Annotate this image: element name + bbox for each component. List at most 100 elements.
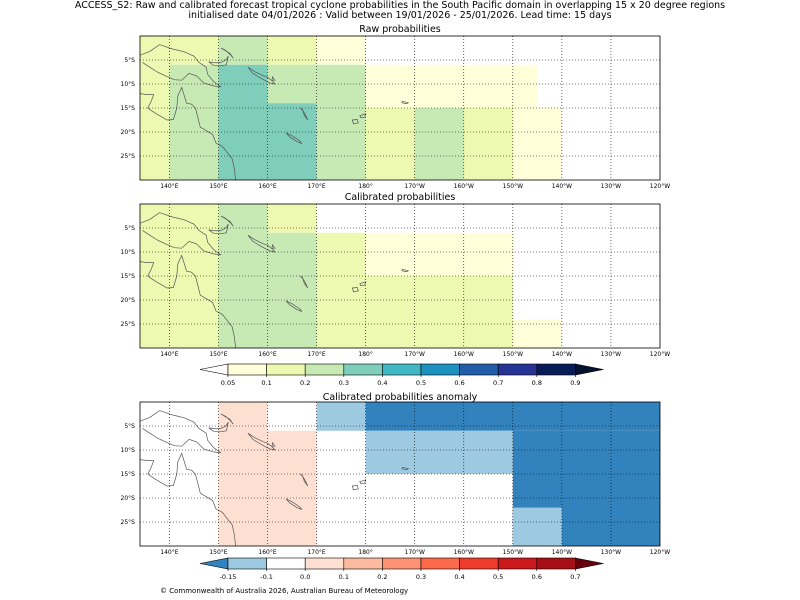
colorbar-tick-label: 0.0 (300, 573, 310, 581)
heatmap-cell (365, 276, 513, 348)
latitude-tick-label: 20°S (121, 297, 136, 304)
coast-fiji (351, 287, 359, 293)
longitude-tick-label: 150°E (209, 549, 227, 556)
longitude-tick-label: 140°W (552, 549, 572, 556)
colorbar-tick-label: -0.1 (260, 573, 273, 581)
heatmap-cell (316, 402, 366, 431)
colorbar-tick-label: 0.1 (261, 379, 271, 387)
colorbar-segment (266, 557, 306, 570)
coast-fiji-2 (359, 479, 367, 484)
longitude-tick-label: 170°W (405, 549, 425, 556)
heatmap-cell (365, 108, 415, 180)
longitude-tick-label: 180° (358, 351, 372, 358)
map-frame (139, 401, 661, 547)
coast-solomon-islands (247, 432, 276, 451)
longitude-tick-label: 140°E (160, 549, 178, 556)
colorbar-segment (382, 557, 422, 570)
latitude-tick-label: 10°S (121, 81, 136, 88)
heatmap-cell (267, 103, 317, 180)
longitude-tick-label: 160°W (454, 549, 474, 556)
longitude-tick-label: 140°W (552, 351, 572, 358)
panel-content (140, 36, 660, 180)
heatmap-cell (218, 402, 268, 546)
panel-title-anomaly: Calibrated probabilities anomaly (322, 392, 478, 403)
longitude-tick-label: 170°E (307, 549, 325, 556)
colorbar-over-triangle (575, 363, 604, 376)
colorbar-tick-label: 0.9 (570, 379, 580, 387)
longitude-tick-label: 160°W (454, 351, 474, 358)
colorbar-segment (497, 557, 538, 570)
coast-new-ireland (220, 215, 234, 227)
longitude-tick-label: 170°E (307, 183, 325, 190)
heatmap-cell (512, 319, 562, 348)
coast-fiji (351, 119, 359, 125)
map-panel-1: 140°E 150°E 160°E 170°E 180° 170°W 160°W 150°W 1… (121, 203, 670, 358)
longitude-tick-label: 150°W (503, 351, 523, 358)
longitude-tick-label: 140°W (552, 183, 572, 190)
coast-new-guinea (140, 212, 222, 256)
coast-new-ireland (220, 47, 234, 59)
colorbar-segment (536, 363, 576, 376)
heatmap-cell (365, 430, 513, 474)
colorbar-segment (497, 363, 538, 376)
latitude-tick-label: 5°S (124, 57, 135, 64)
colorbar-segment (536, 557, 576, 570)
colorbar-tick-label: 0.2 (377, 573, 387, 581)
coast-new-guinea (140, 410, 222, 454)
longitude-tick-label: 160°E (258, 549, 276, 556)
colorbar-segment (266, 363, 306, 376)
heatmap-cell (267, 36, 317, 65)
colorbar-segment (459, 363, 499, 376)
longitude-tick-label: 170°E (307, 351, 325, 358)
longitude-tick-label: 160°E (258, 183, 276, 190)
coast-australia (140, 254, 237, 348)
longitude-tick-label: 180° (358, 183, 372, 190)
latitude-tick-label: 5°S (124, 225, 135, 232)
longitude-tick-label: 120°W (650, 183, 670, 190)
colorbar-over-triangle (575, 557, 604, 570)
coast-vanuatu (300, 107, 309, 121)
longitude-tick-label: 150°W (503, 549, 523, 556)
latitude-tick-label: 10°S (121, 249, 136, 256)
colorbar-tick-label: 0.4 (454, 573, 464, 581)
colorbar-tick-label: 0.05 (221, 379, 235, 387)
panel-content (140, 402, 660, 546)
coast-vanuatu (300, 275, 309, 289)
heatmap-cell (316, 36, 366, 65)
coast-solomon-islands-2 (271, 243, 276, 249)
coast-new-britain (208, 422, 229, 433)
heatmap-cell (140, 64, 170, 180)
colorbar-segment (304, 363, 345, 376)
longitude-tick-label: 180° (358, 549, 372, 556)
colorbar-probability: 0.05 0.1 0.2 0.3 0.4 0.5 0.6 0.7 0.8 0.9 (199, 363, 604, 387)
latitude-tick-label: 15°S (121, 105, 136, 112)
longitude-tick-label: 130°W (601, 183, 621, 190)
panel-title-raw: Raw probabilities (359, 24, 441, 35)
latitude-tick-label: 25°S (121, 321, 136, 328)
coast-samoa (401, 268, 410, 273)
longitude-tick-label: 140°E (160, 351, 178, 358)
latitude-tick-label: 25°S (121, 519, 136, 526)
latitude-tick-label: 5°S (124, 423, 135, 430)
heatmap-cell (512, 507, 562, 546)
heatmap-cell (365, 252, 513, 276)
latitude-tick-label: 20°S (121, 495, 136, 502)
colorbar-tick-label: 0.8 (532, 379, 542, 387)
coast-new-britain (208, 224, 229, 235)
colorbar-tick-label: 0.7 (570, 573, 580, 581)
coast-fiji-2 (359, 113, 367, 118)
colorbar-tick-label: 0.4 (377, 379, 387, 387)
coast-new-guinea (140, 44, 222, 88)
heatmap-cell (218, 36, 268, 65)
heatmap-cell (267, 232, 317, 348)
colorbar-tick-label: 0.5 (416, 379, 426, 387)
longitude-tick-label: 170°W (405, 183, 425, 190)
colorbar-tick-label: 0.7 (493, 379, 503, 387)
coast-solomon-islands-2 (271, 441, 276, 447)
coast-australia (140, 452, 237, 546)
map-panel-0: 140°E 150°E 160°E 170°E 180° 170°W 160°W 150°W 1… (121, 35, 670, 190)
colorbar-tick-label: 0.2 (300, 379, 310, 387)
colorbar-under-triangle (199, 363, 229, 376)
colorbar-segment (420, 557, 460, 570)
